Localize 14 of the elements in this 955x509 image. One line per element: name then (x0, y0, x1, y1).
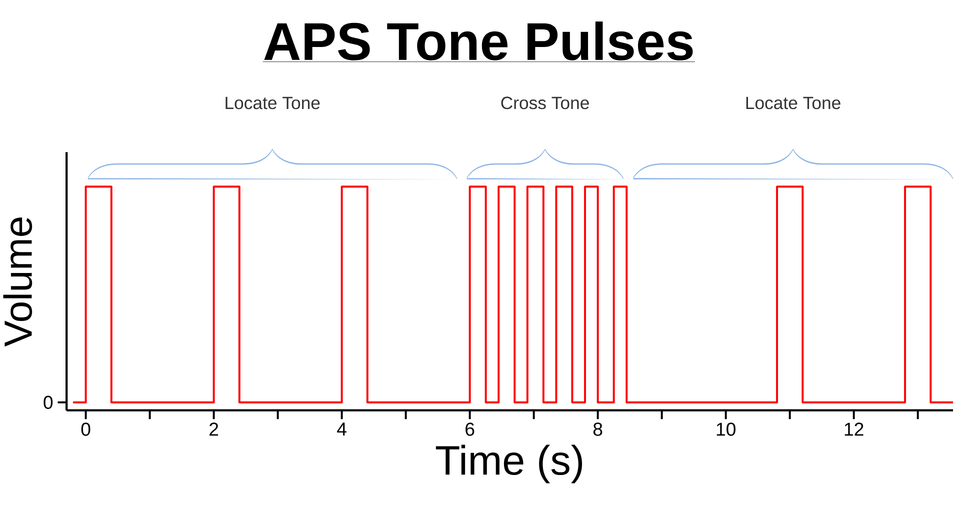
text: Locate Tone (746, 96, 840, 109)
x-axis-title: Time (s) (436, 444, 582, 483)
x-tick-label: 10 (716, 422, 736, 436)
x-tick-label: 0 (81, 422, 90, 436)
x-tick-label: 6 (466, 422, 474, 436)
text: Cross Tone (501, 96, 589, 109)
text: Locate Tone (226, 96, 320, 109)
x-tick-label: 8 (593, 422, 602, 436)
y-axis-title: Volume (3, 217, 32, 346)
x-tick-label: 2 (210, 422, 218, 436)
x-tick-label: 12 (844, 422, 864, 436)
x-tick-label: 4 (337, 422, 346, 436)
text: 0 (44, 396, 53, 409)
chart-title: APS Tone Pulses (264, 21, 693, 60)
